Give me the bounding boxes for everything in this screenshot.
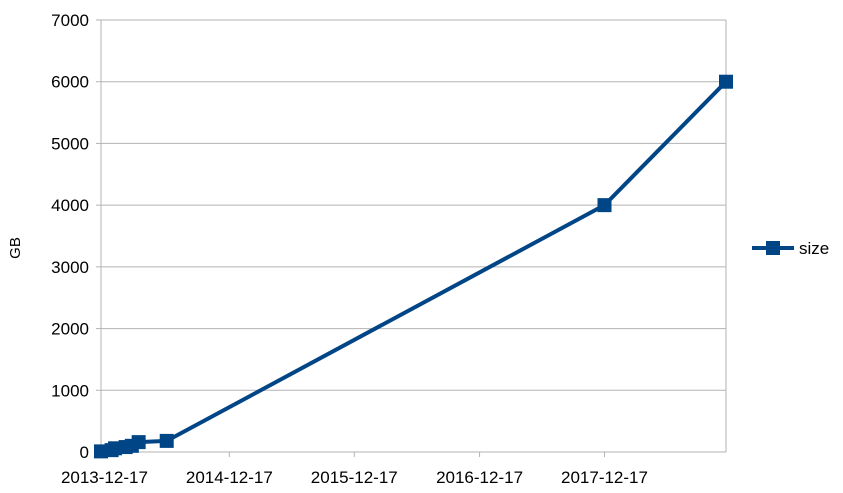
x-tick-label: 2013-12-17: [61, 468, 148, 487]
y-tick-label: 1000: [51, 381, 89, 400]
y-tick-label: 2000: [51, 320, 89, 339]
y-tick-label: 0: [80, 443, 89, 462]
legend: size: [752, 239, 829, 258]
gridlines: [100, 19, 727, 453]
y-tick-label: 4000: [51, 196, 89, 215]
data-point-marker: [597, 198, 612, 213]
x-tick-label: 2017-12-17: [561, 468, 648, 487]
y-tick-label: 7000: [51, 11, 89, 30]
plot-area: [94, 74, 733, 459]
data-point-marker: [94, 444, 108, 459]
legend-marker: [766, 241, 780, 255]
data-point-marker: [108, 441, 123, 456]
data-point-marker: [719, 74, 733, 89]
y-tick-label: 5000: [51, 134, 89, 153]
x-tick-label: 2016-12-17: [436, 468, 523, 487]
y-tick-label: 3000: [51, 258, 89, 277]
data-point-marker: [159, 433, 174, 448]
data-point-marker: [131, 435, 146, 450]
x-axis: 2013-12-17 2014-12-17 2015-12-17 2016-12-17…: [61, 452, 648, 487]
y-tick-label: 6000: [51, 73, 89, 92]
legend-label: size: [799, 239, 829, 258]
x-tick-label: 2015-12-17: [311, 468, 398, 487]
x-tick-label: 2014-12-17: [186, 468, 273, 487]
y-axis-label: GB: [7, 237, 24, 259]
y-axis: 0 1000 2000 3000 4000 5000 6000 7000: [51, 11, 101, 462]
